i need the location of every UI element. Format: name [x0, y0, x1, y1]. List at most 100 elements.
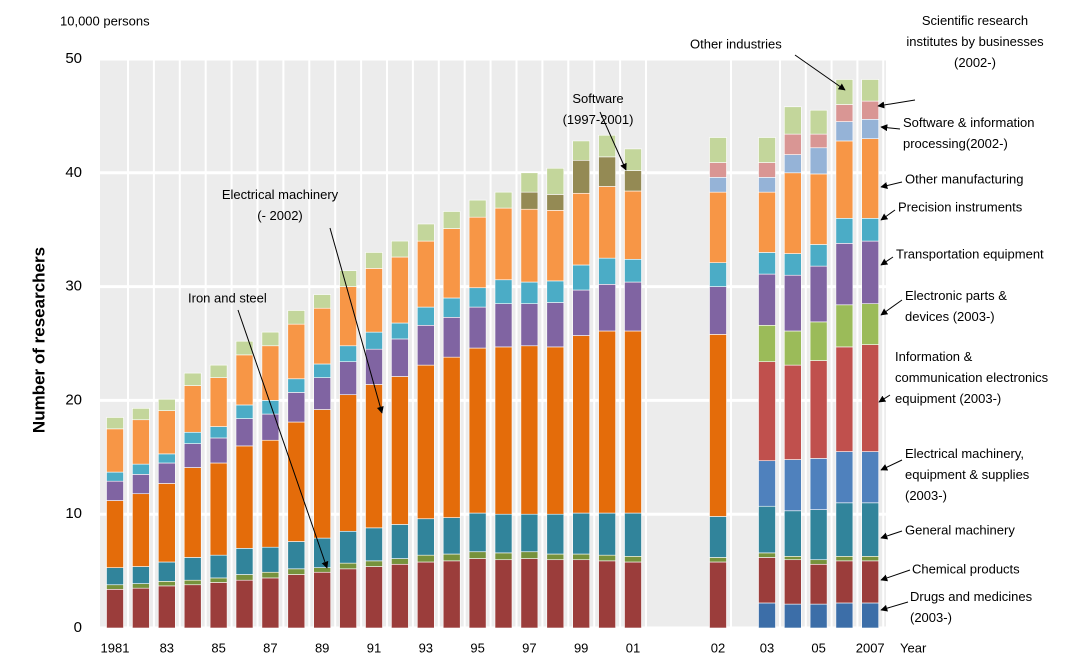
arrow	[794, 54, 846, 91]
bar-segment	[709, 286, 727, 335]
bar-segment	[546, 210, 565, 282]
x-tick-label: 95	[470, 640, 484, 655]
bar-segment	[809, 133, 828, 149]
x-tick-label: 83	[160, 640, 174, 655]
bar-segment	[861, 138, 880, 219]
bar-segment	[624, 512, 642, 557]
bar-segment	[442, 211, 461, 229]
bar-segment	[313, 409, 332, 539]
arrow	[599, 111, 627, 171]
series-label: Information & communication electronics eq…	[895, 349, 1049, 406]
bar-segment	[132, 408, 150, 421]
bar-segment	[183, 467, 202, 558]
bar-segment	[235, 340, 254, 356]
x-tick-label: 93	[419, 640, 433, 655]
bar-segment	[416, 561, 435, 629]
bar-segment	[598, 134, 616, 158]
bar-segment	[598, 186, 616, 259]
arrow	[880, 569, 911, 582]
bar-segment	[339, 568, 357, 629]
bar-segment	[709, 557, 727, 563]
bar-segment	[287, 310, 306, 325]
bar-segment	[783, 510, 802, 557]
bar-segment	[416, 306, 435, 326]
bar-segment	[783, 603, 802, 629]
bar-segment	[261, 571, 280, 579]
bar-segment	[132, 583, 150, 589]
y-tick-label: 0	[74, 619, 82, 636]
bar-segment	[365, 527, 383, 562]
bar-segment	[106, 480, 124, 501]
bar-segment	[339, 394, 357, 532]
bar-segment	[520, 551, 539, 559]
arrow	[880, 124, 901, 132]
bar-segment	[442, 228, 461, 299]
bar-segment	[572, 553, 591, 561]
bar-segment	[287, 323, 306, 380]
bar-segment	[598, 257, 616, 285]
bar-segment	[835, 243, 854, 306]
bar-segment	[783, 172, 802, 254]
bar-segment	[835, 451, 854, 504]
bar-segment	[494, 559, 513, 629]
bar-segment	[132, 587, 150, 629]
bar-segment	[624, 190, 642, 260]
series-label: Drugs and medicines (2003-)	[910, 589, 1033, 625]
y-tick-label: 30	[65, 278, 82, 295]
bar-segment	[287, 541, 306, 570]
bar-segment	[835, 104, 854, 122]
arrow	[878, 394, 891, 403]
bar-segment	[287, 421, 306, 542]
x-tick-label: 2007	[856, 640, 885, 655]
bar-segment	[709, 334, 727, 517]
series-label: Software (1997-2001)	[563, 91, 634, 127]
bar-segment	[758, 361, 776, 462]
arrow	[329, 227, 384, 414]
bar-segment	[572, 512, 591, 555]
bar-segment	[809, 321, 828, 361]
y-tick-label: 40	[65, 164, 82, 181]
bar-segment	[365, 252, 383, 269]
bar-segment	[365, 348, 383, 385]
bar-segment	[709, 162, 727, 178]
bar-segment	[416, 223, 435, 242]
bar-segment	[520, 513, 539, 553]
bar-segment	[546, 559, 565, 629]
series-label: General machinery	[905, 522, 1015, 537]
bar-segment	[572, 289, 591, 336]
bar-segment	[106, 567, 124, 586]
bar-segment	[624, 561, 642, 629]
bar-segment	[624, 148, 642, 171]
y-axis-title: Number of researchers	[29, 247, 48, 433]
bar-segment	[624, 281, 642, 332]
bar-segment	[313, 294, 332, 309]
x-tick-label: 03	[760, 640, 774, 655]
bar-segment	[835, 560, 854, 604]
bar-segment	[709, 137, 727, 163]
bar-segment	[494, 552, 513, 561]
series-label: Electrical machinery (- 2002)	[222, 187, 339, 223]
bar-segment	[494, 303, 513, 348]
bar-segment	[520, 281, 539, 304]
bar-segment	[861, 303, 880, 345]
bar-segment	[809, 559, 828, 565]
series-label: Electrical machinery, equipment & supplie…	[905, 446, 1030, 503]
bar-segment	[783, 133, 802, 155]
bar-segment	[809, 509, 828, 561]
bar-segment	[313, 377, 332, 410]
bar-segment	[468, 199, 487, 218]
bar-segment	[235, 574, 254, 581]
bar-segment	[158, 462, 176, 484]
bar-segment	[783, 274, 802, 332]
bar-segment	[416, 324, 435, 366]
bar-segment	[183, 385, 202, 433]
bar-segment	[709, 561, 727, 629]
bar-segment	[339, 286, 357, 347]
bar-segment	[572, 192, 591, 266]
arrow	[880, 209, 896, 221]
bar-segment	[261, 345, 280, 401]
bar-segment	[783, 556, 802, 561]
bar-segment	[494, 513, 513, 554]
x-tick-label: 05	[811, 640, 825, 655]
bar-segment	[783, 253, 802, 276]
